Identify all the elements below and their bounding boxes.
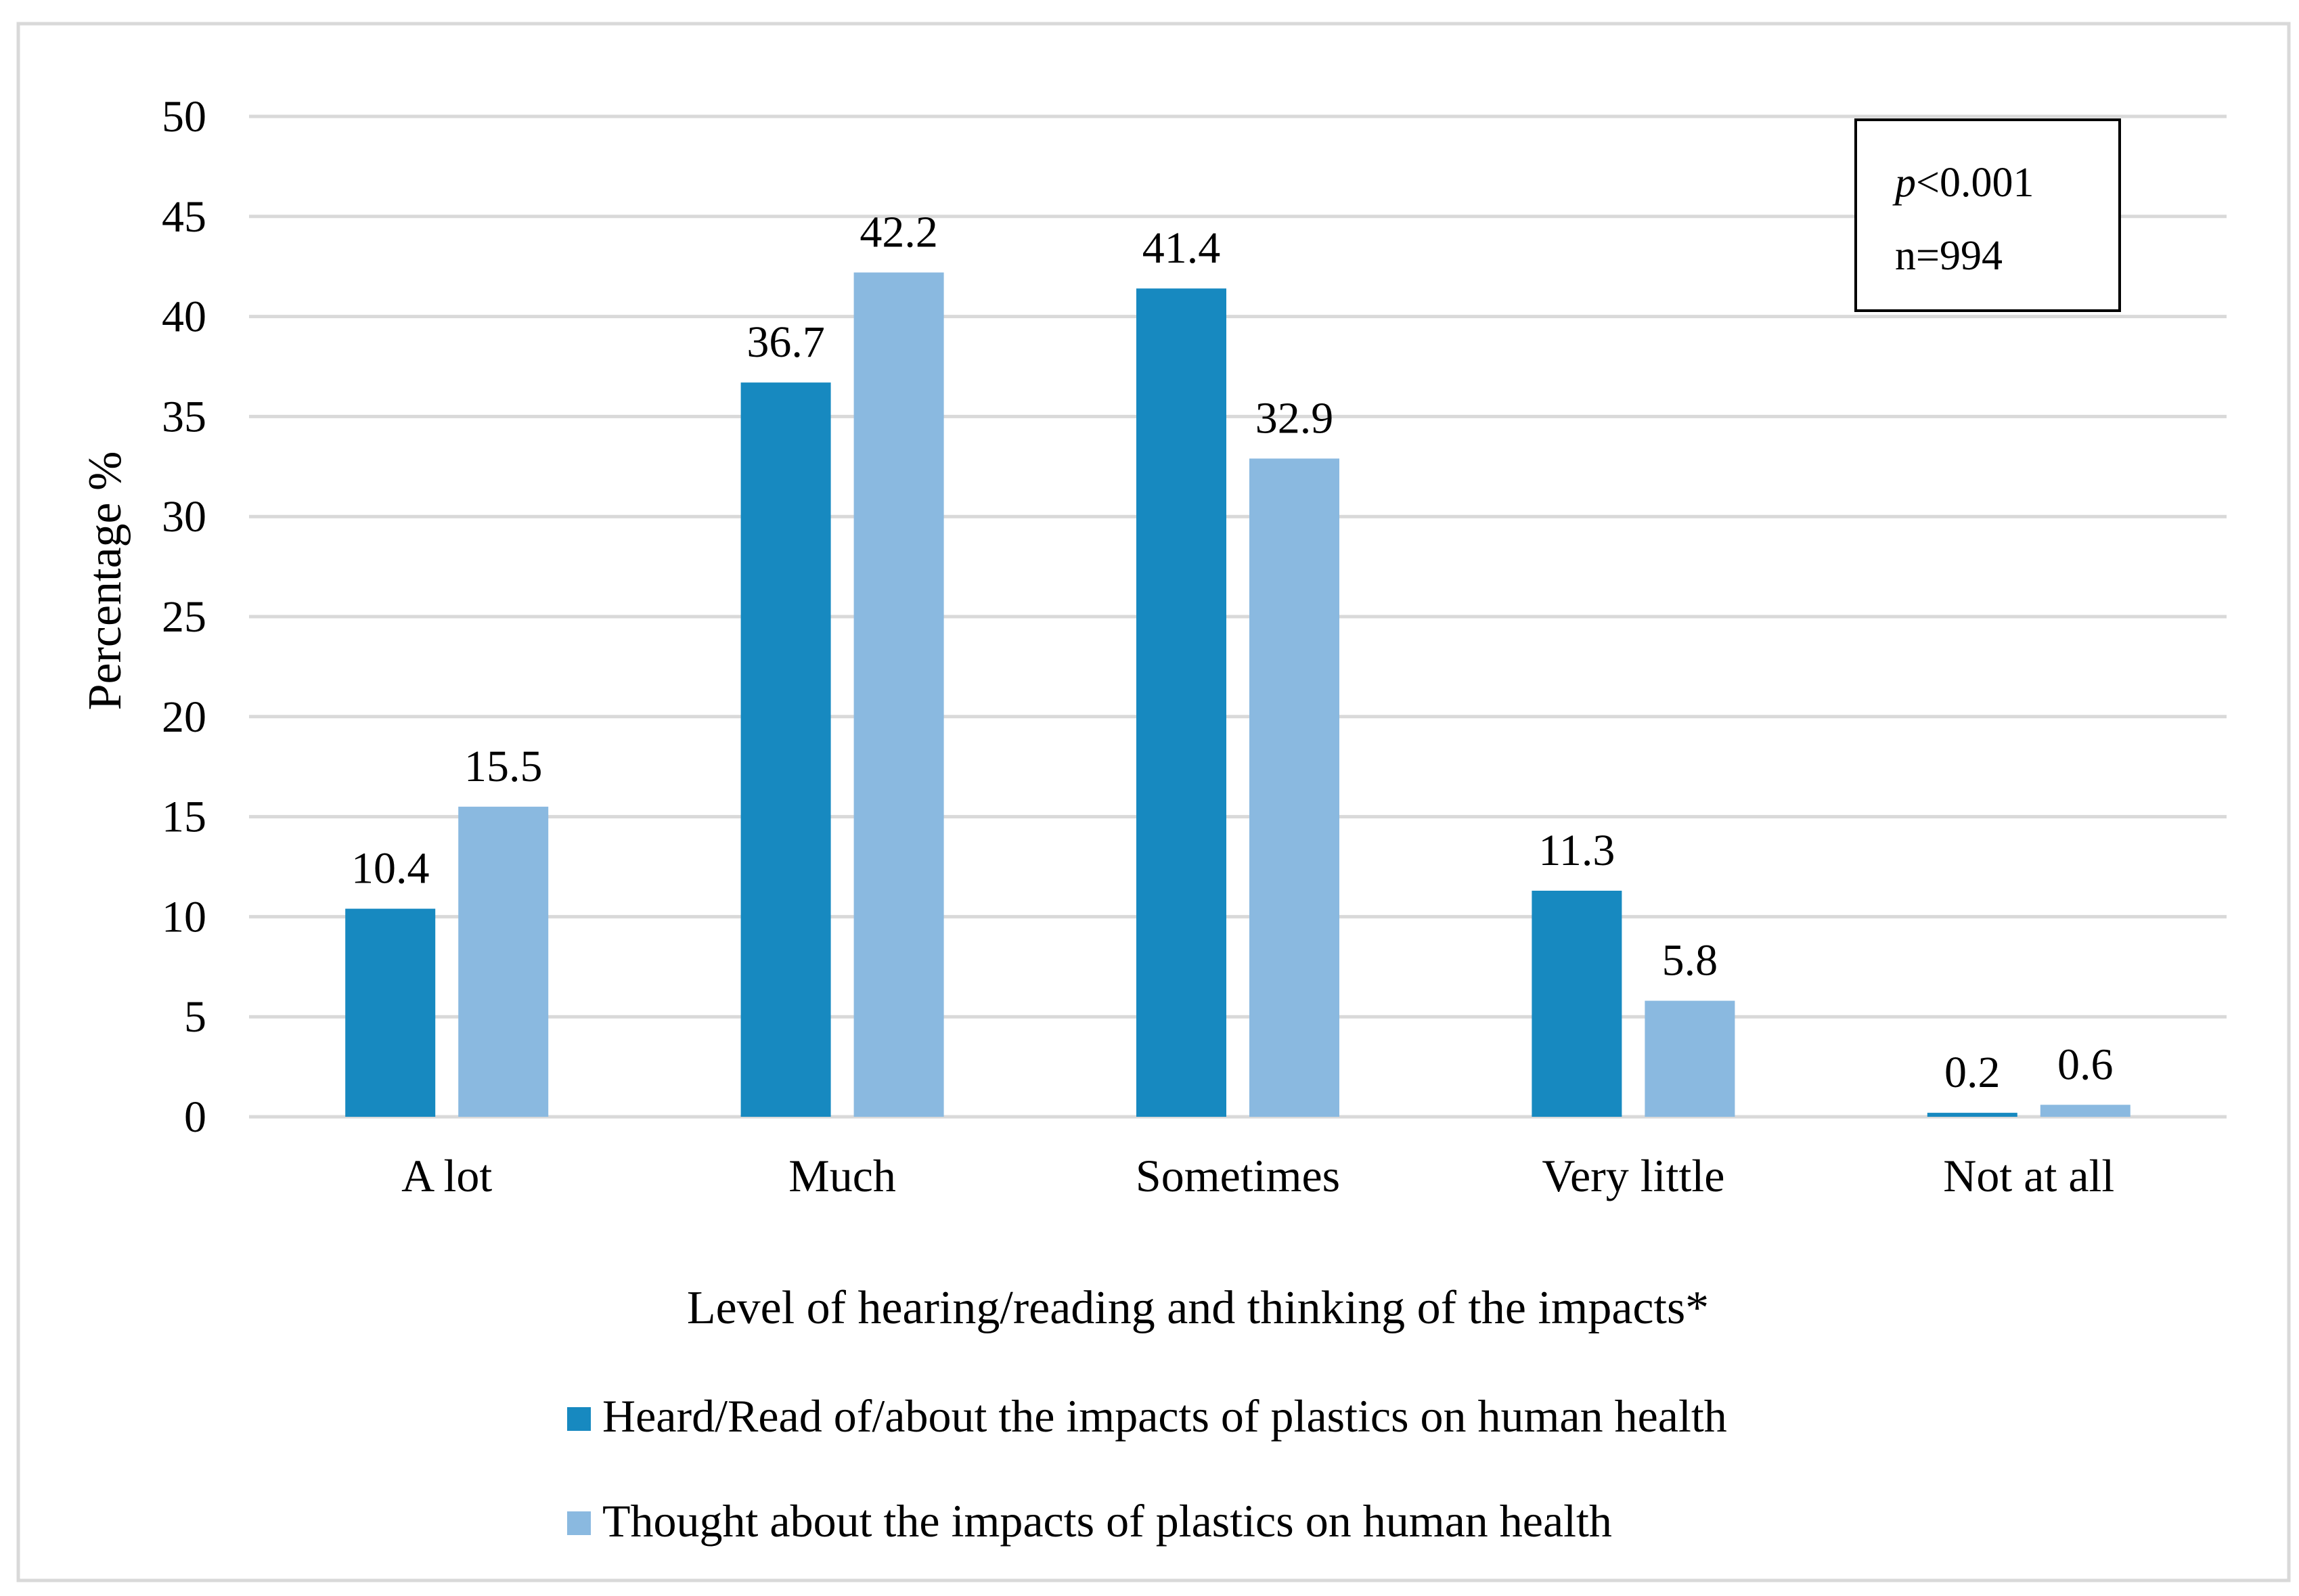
legend-label-heard: Heard/Read of/about the impacts of plast… — [602, 1390, 1727, 1442]
legend-label-thought: Thought about the impacts of plastics on… — [602, 1495, 1612, 1547]
data-label: 5.8 — [1662, 936, 1718, 985]
bar-thought — [853, 272, 944, 1117]
y-tick-label: 30 — [162, 492, 206, 541]
bar-heard — [740, 382, 831, 1117]
y-tick-label: 0 — [184, 1092, 206, 1142]
data-label: 10.4 — [351, 844, 430, 893]
bar-heard — [345, 908, 436, 1117]
y-tick-label: 15 — [162, 793, 206, 842]
y-tick-label: 5 — [184, 992, 206, 1042]
x-axis-title: Level of hearing/reading and thinking of… — [687, 1282, 1709, 1334]
legend-swatch-thought — [567, 1511, 591, 1535]
data-label: 0.2 — [1944, 1048, 2001, 1097]
y-tick-label: 45 — [162, 192, 206, 242]
x-axis-categories: A lot Much Sometimes Very little Not at all — [401, 1150, 2114, 1201]
p-value: <0.001 — [1916, 160, 2034, 206]
data-label: 15.5 — [464, 742, 543, 791]
p-value-text: p<0.001 — [1892, 160, 2034, 206]
statistics-annotation: p<0.001 n=994 — [1854, 118, 2121, 312]
legend-swatch-heard — [567, 1407, 591, 1431]
gridlines — [249, 114, 2227, 1119]
bar-thought — [458, 806, 549, 1117]
y-axis-title: Percentage % — [79, 451, 131, 711]
y-tick-label: 20 — [162, 692, 206, 742]
bar-heard — [1136, 288, 1226, 1117]
data-label: 41.4 — [1142, 223, 1221, 273]
legend: Heard/Read of/about the impacts of plast… — [567, 1390, 1727, 1547]
x-tick-label: A lot — [401, 1150, 492, 1201]
bars — [345, 272, 2130, 1117]
x-tick-label: Not at all — [1943, 1150, 2114, 1201]
y-tick-label: 40 — [162, 292, 206, 342]
bar-thought — [1645, 1000, 1735, 1117]
p-symbol: p — [1892, 160, 1916, 206]
y-tick-label: 10 — [162, 892, 206, 941]
y-tick-label: 25 — [162, 592, 206, 642]
data-label: 32.9 — [1255, 393, 1334, 443]
data-label: 42.2 — [860, 208, 938, 257]
bar-thought — [1249, 458, 1339, 1117]
x-tick-label: Much — [788, 1150, 896, 1201]
bar-heard — [1927, 1113, 2017, 1117]
data-label: 36.7 — [746, 317, 825, 367]
data-label: 0.6 — [2057, 1040, 2114, 1089]
data-labels: 10.4 15.5 36.7 42.2 41.4 32.9 11.3 5.8 0.2 0.6 — [351, 208, 2114, 1098]
x-tick-label: Sometimes — [1136, 1150, 1340, 1201]
x-tick-label: Very little — [1542, 1150, 1724, 1201]
y-tick-label: 35 — [162, 392, 206, 441]
annotation-box — [1854, 118, 2121, 312]
bar-heard — [1532, 890, 1622, 1117]
sample-size-text: n=994 — [1895, 233, 2003, 279]
data-label: 11.3 — [1538, 826, 1615, 875]
y-tick-label: 50 — [162, 92, 206, 141]
bar-thought — [2040, 1105, 2130, 1117]
y-axis-ticks: 0 5 10 15 20 25 30 35 40 45 50 — [162, 92, 206, 1142]
